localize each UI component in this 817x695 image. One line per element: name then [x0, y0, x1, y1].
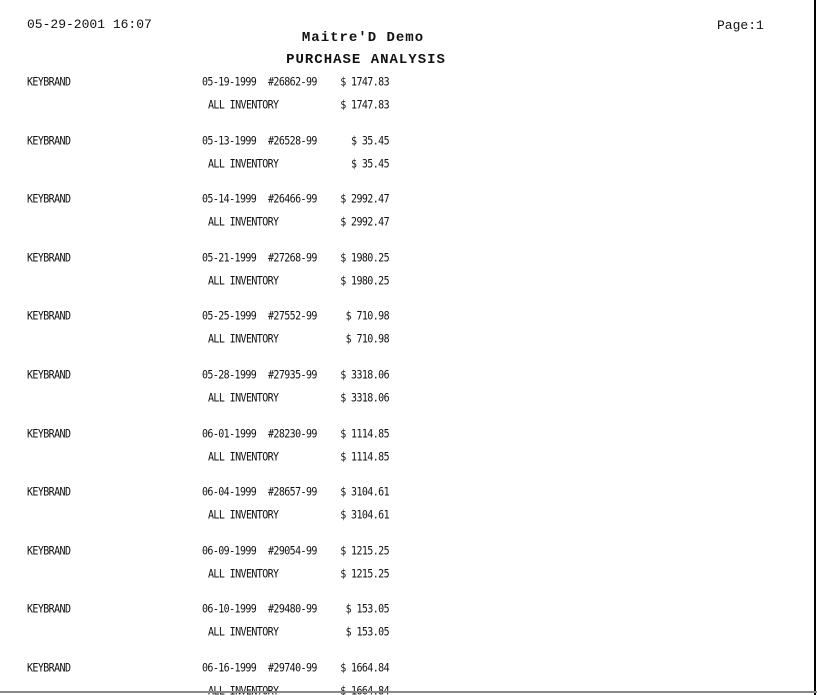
date: 05-14-1999 [202, 193, 257, 207]
invoice: #27268-99 [268, 251, 317, 265]
invoice: #28657-99 [268, 486, 317, 500]
page-number: Page:1 [717, 18, 764, 33]
report-title: Maitre'D Demo [301, 30, 425, 46]
category-amount: $ 710.98 [345, 333, 390, 347]
date: 05-19-1999 [202, 76, 257, 89]
category-amount: $ 1980.25 [340, 274, 389, 288]
date: 05-21-1999 [202, 251, 257, 265]
invoice: #26528-99 [268, 134, 317, 148]
amount: $ 3104.61 [340, 486, 389, 500]
category-amount: $ 1114.85 [340, 450, 389, 464]
date: 06-09-1999 [202, 544, 257, 558]
vendor: KEYBRAND [27, 134, 71, 148]
date: 06-16-1999 [202, 662, 257, 675]
amount: $ 1747.83 [340, 76, 389, 89]
invoice: #27552-99 [268, 310, 317, 324]
invoice: #29740-99 [268, 662, 317, 675]
amount: $ 3318.06 [340, 369, 389, 382]
category-amount: $ 153.05 [345, 626, 390, 640]
category-amount: $ 35.45 [351, 157, 390, 171]
category-amount: $ 1215.25 [340, 567, 389, 581]
vendor: KEYBRAND [27, 544, 71, 558]
timestamp: 05-29-2001 16:07 [27, 17, 152, 32]
invoice: #27935-99 [268, 369, 317, 382]
vendor: KEYBRAND [27, 427, 71, 441]
category: ALL INVENTORY [208, 626, 279, 640]
category-amount: $ 2992.47 [340, 216, 389, 230]
amount: $ 35.45 [351, 134, 390, 148]
date: 06-01-1999 [202, 427, 257, 441]
category: ALL INVENTORY [208, 450, 279, 464]
vendor: KEYBRAND [27, 369, 71, 382]
category-amount: $ 3104.61 [340, 509, 389, 523]
category-amount: $ 1664.84 [340, 685, 389, 695]
vendor: KEYBRAND [27, 76, 71, 89]
category: ALL INVENTORY [208, 99, 279, 112]
vendor: KEYBRAND [27, 603, 71, 617]
invoice: #29480-99 [268, 603, 317, 617]
date: 05-28-1999 [202, 369, 257, 382]
vendor: KEYBRAND [27, 662, 71, 675]
invoice: #29054-99 [268, 544, 317, 558]
category: ALL INVENTORY [208, 567, 279, 581]
category: ALL INVENTORY [208, 157, 279, 171]
amount: $ 1215.25 [340, 544, 389, 558]
category-amount: $ 1747.83 [340, 99, 389, 112]
date: 05-13-1999 [202, 134, 257, 148]
vendor: KEYBRAND [27, 251, 71, 265]
page-edge [814, 0, 816, 695]
invoice: #26862-99 [268, 76, 317, 89]
vendor: KEYBRAND [27, 193, 71, 207]
amount: $ 1114.85 [340, 427, 389, 441]
invoice: #26466-99 [268, 193, 317, 207]
category: ALL INVENTORY [208, 509, 279, 523]
vendor: KEYBRAND [27, 310, 71, 324]
page-edge [0, 691, 817, 693]
category-amount: $ 3318.06 [340, 392, 389, 405]
category: ALL INVENTORY [208, 685, 279, 695]
amount: $ 153.05 [345, 603, 390, 617]
report-subtitle: PURCHASE ANALYSIS [286, 52, 446, 68]
date: 06-04-1999 [202, 486, 257, 500]
date: 05-25-1999 [202, 310, 257, 324]
category: ALL INVENTORY [208, 216, 279, 230]
category: ALL INVENTORY [208, 333, 279, 347]
invoice: #28230-99 [268, 427, 317, 441]
amount: $ 1980.25 [340, 251, 389, 265]
vendor: KEYBRAND [27, 486, 71, 500]
category: ALL INVENTORY [208, 274, 279, 288]
category: ALL INVENTORY [208, 392, 279, 405]
amount: $ 2992.47 [340, 193, 389, 207]
amount: $ 710.98 [345, 310, 390, 324]
amount: $ 1664.84 [340, 662, 389, 675]
date: 06-10-1999 [202, 603, 257, 617]
